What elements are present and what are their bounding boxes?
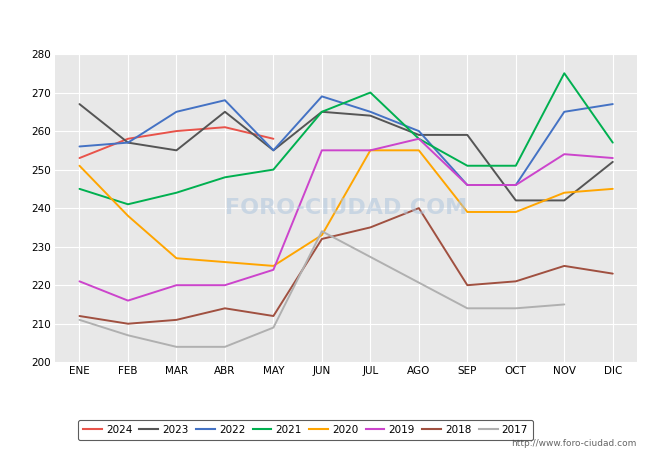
Text: FORO-CIUDAD.COM: FORO-CIUDAD.COM	[225, 198, 467, 218]
Text: http://www.foro-ciudad.com: http://www.foro-ciudad.com	[512, 439, 637, 448]
Legend: 2024, 2023, 2022, 2021, 2020, 2019, 2018, 2017: 2024, 2023, 2022, 2021, 2020, 2019, 2018…	[77, 420, 534, 440]
Text: Afiliados en Santa María de la Alameda a 31/5/2024: Afiliados en Santa María de la Alameda a…	[116, 16, 534, 31]
